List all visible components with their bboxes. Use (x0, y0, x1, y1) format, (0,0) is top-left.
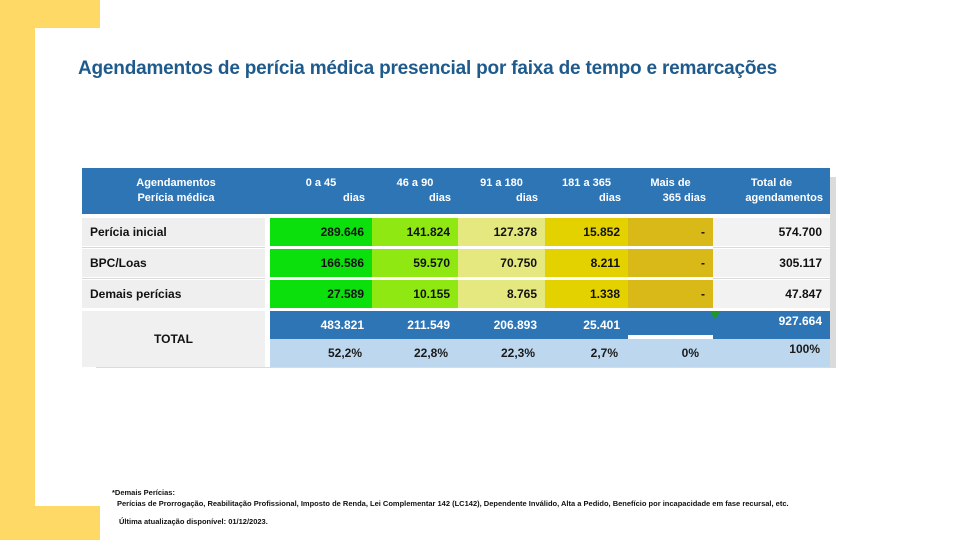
table-cell: 141.824 (372, 218, 458, 246)
table-cell: 59.570 (372, 249, 458, 277)
footnote-demais-pericias-title: *Demais Perícias: (112, 488, 175, 497)
table-cell-total: 305.117 (713, 249, 830, 279)
column-header-line2: dias (598, 192, 621, 204)
green-corner-flag-icon (710, 311, 720, 319)
table-cell: 15.852 (545, 218, 628, 246)
column-header-line2: dias (515, 192, 538, 204)
table-cell: 166.586 (270, 249, 372, 277)
table-cell: 27.589 (270, 280, 372, 308)
column-header-line1: 181 a 365 (562, 176, 611, 189)
top-accent-cap (0, 0, 100, 28)
column-header-line1: Mais de (650, 176, 691, 189)
percent-cell: 52,2% (270, 339, 372, 367)
column-header-line1: 0 a 45 (305, 176, 337, 189)
column-header-line1: Agendamentos (136, 176, 216, 189)
column-header-181-365-dias: 181 a 365 dias (545, 168, 628, 214)
percent-cell: 22,3% (458, 339, 545, 367)
percent-cell: 0% (628, 339, 713, 367)
column-header-91-180-dias: 91 a 180 dias (458, 168, 545, 214)
page-title: Agendamentos de perícia médica presencia… (78, 58, 778, 79)
column-header-line2: agendamentos (745, 192, 823, 204)
total-row-label: TOTAL (82, 311, 265, 367)
column-header-total: Total de agendamentos (713, 168, 830, 214)
table-cell: 70.750 (458, 249, 545, 277)
table-cell: - (628, 280, 713, 308)
column-header-line2: dias (428, 192, 451, 204)
grand-total-value: 927.664 (778, 314, 822, 328)
bottom-accent-cap (0, 506, 100, 540)
table-cell: - (628, 218, 713, 246)
total-cell: 25.401 (545, 311, 628, 339)
appointments-table: Agendamentos Perícia médica 0 a 45 dias … (82, 168, 830, 367)
footnote-block: *Demais Perícias: Perícias de Prorrogaçã… (112, 488, 912, 526)
table-row-pericia-inicial: Perícia inicial 289.646 141.824 127.378 … (82, 218, 830, 248)
table-cell: 1.338 (545, 280, 628, 308)
column-header-line2: dias (342, 192, 365, 204)
table-row-bpc-loas: BPC/Loas 166.586 59.570 70.750 8.211 - 3… (82, 249, 830, 279)
total-cell: 483.821 (270, 311, 372, 339)
total-cell: 211.549 (372, 311, 458, 339)
table-cell: 127.378 (458, 218, 545, 246)
left-accent-bar (0, 0, 35, 540)
column-header-agendamentos: Agendamentos Perícia médica (82, 168, 270, 214)
table-cell: 8.211 (545, 249, 628, 277)
footnote-demais-pericias-detail: Perícias de Prorrogação, Reabilitação Pr… (117, 499, 789, 508)
column-header-line2: Perícia médica (137, 192, 215, 204)
row-label: Perícia inicial (82, 218, 265, 248)
table-header-row: Agendamentos Perícia médica 0 a 45 dias … (82, 168, 830, 214)
percent-cell: 22,8% (372, 339, 458, 367)
grand-total-cell: 927.664 (710, 311, 830, 339)
column-header-46-90-dias: 46 a 90 dias (372, 168, 458, 214)
percent-cell-total: 100% (713, 339, 830, 367)
column-header-0-45-dias: 0 a 45 dias (270, 168, 372, 214)
percent-cell: 2,7% (545, 339, 628, 367)
row-label: BPC/Loas (82, 249, 265, 279)
row-label: Demais perícias (82, 280, 265, 308)
table-cell: 289.646 (270, 218, 372, 246)
total-cell: 206.893 (458, 311, 545, 339)
column-header-line1: 91 a 180 (480, 176, 523, 189)
table-cell-total: 574.700 (713, 218, 830, 248)
column-header-line1: 46 a 90 (396, 176, 434, 189)
total-cell-empty (628, 311, 713, 339)
column-header-line1: Total de (750, 176, 793, 189)
table-cell: - (628, 249, 713, 277)
table-total-block: TOTAL 483.821 211.549 206.893 25.401 927… (82, 311, 830, 367)
footnote-last-update: Última atualização disponível: 01/12/202… (119, 517, 268, 526)
column-header-mais-365-dias: Mais de 365 dias (628, 168, 713, 214)
table-row-demais-pericias: Demais perícias 27.589 10.155 8.765 1.33… (82, 280, 830, 308)
table-cell: 8.765 (458, 280, 545, 308)
table-cell: 10.155 (372, 280, 458, 308)
column-header-line2: 365 dias (662, 192, 706, 204)
table-cell-total: 47.847 (713, 280, 830, 308)
